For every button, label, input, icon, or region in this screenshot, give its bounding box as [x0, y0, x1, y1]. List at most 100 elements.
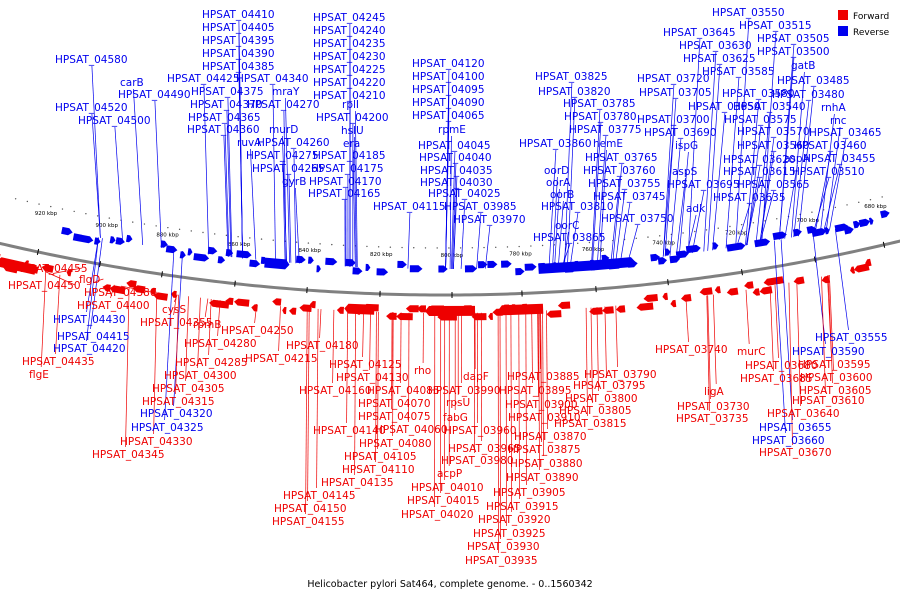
- forward-gene-arrow: [150, 287, 157, 295]
- gene-label: rplI: [342, 99, 359, 111]
- gene-block: [425, 305, 476, 316]
- leader-line: [204, 298, 209, 318]
- gene-label: HPSAT_03660: [752, 435, 825, 447]
- leader-line: [562, 243, 571, 266]
- leader-line: [829, 274, 834, 371]
- reverse-gene-arrow: [730, 242, 746, 252]
- gene-label: HPSAT_04220: [313, 77, 386, 89]
- scale-minor-dot: [658, 235, 661, 237]
- leader-line: [664, 98, 677, 257]
- forward-gene-arrow: [850, 266, 856, 274]
- gene-label: HPSAT_04580: [55, 54, 128, 66]
- scale-minor-dot: [869, 198, 872, 201]
- gene-label: HPSAT_04305: [152, 383, 225, 395]
- forward-gene-arrow: [759, 286, 773, 295]
- scale-minor-dot: [413, 247, 415, 249]
- gene-label: murD: [269, 124, 298, 136]
- forward-gene-arrow: [153, 292, 168, 301]
- reverse-gene-arrow: [296, 255, 306, 264]
- forward-gene-arrow: [546, 310, 562, 318]
- scale-minor-dot: [881, 196, 883, 198]
- gene-label: HPSAT_03610: [792, 395, 865, 407]
- leader-line: [712, 294, 717, 385]
- reverse-gene-arrow: [160, 240, 168, 248]
- leader-line: [546, 310, 548, 430]
- gene-label: HPSAT_04210: [313, 90, 386, 102]
- leader-line: [392, 312, 394, 437]
- gene-label: HPSAT_04490: [118, 89, 191, 101]
- gene-label: HPSAT_03920: [478, 514, 551, 526]
- scale-tick-label: 860 kbp: [228, 242, 251, 248]
- leader-line: [316, 308, 319, 489]
- gene-label: HPSAT_04270: [247, 99, 320, 111]
- scale-tick: [161, 271, 163, 278]
- leader-line: [226, 110, 232, 258]
- gene-label: HPSAT_04020: [401, 509, 474, 521]
- leader-line: [567, 97, 576, 266]
- leader-line: [45, 271, 76, 286]
- gene-label: ligA: [704, 386, 724, 398]
- forward-gene-arrow: [865, 258, 872, 267]
- gene-label: HPSAT_04130: [336, 372, 409, 384]
- gene-label: HPSAT_04375: [191, 86, 264, 98]
- gene-label: HPSAT_03805: [559, 405, 632, 417]
- leader-line: [814, 151, 832, 234]
- reverse-gene-arrow: [126, 234, 133, 243]
- gene-label: HPSAT_03485: [777, 75, 850, 87]
- leader-line: [295, 187, 300, 264]
- forward-gene-arrow: [405, 305, 419, 313]
- gene-label: HPSAT_04500: [78, 115, 151, 127]
- leader-line: [597, 135, 607, 263]
- leader-line: [820, 113, 835, 232]
- legend-reverse-swatch: [838, 26, 848, 36]
- forward-gene-arrow: [289, 307, 297, 315]
- reverse-gene-arrow: [675, 250, 689, 259]
- gene-label: HPSAT_04080: [359, 438, 432, 450]
- gene-label: HPSAT_04040: [419, 152, 492, 164]
- reverse-gene-arrow: [515, 268, 525, 276]
- leader-line: [203, 84, 210, 255]
- leader-line: [452, 163, 457, 270]
- gene-label: HPSAT_03645: [663, 27, 736, 39]
- leader-line: [834, 228, 849, 331]
- reverse-gene-arrow: [754, 238, 771, 248]
- leader-line: [352, 149, 356, 267]
- scale-minor-dot: [518, 245, 520, 248]
- reverse-gene-arrow: [115, 237, 125, 245]
- gene-label: HPSAT_04260: [257, 137, 330, 149]
- gene-label: HPSAT_04065: [412, 110, 485, 122]
- gene-label: HPSAT_03510: [792, 166, 865, 178]
- leader-line: [774, 240, 786, 434]
- scale-minor-dot: [249, 237, 251, 239]
- forward-gene-arrow: [126, 280, 137, 288]
- leader-line: [362, 311, 364, 358]
- scale-minor-dot: [85, 213, 87, 215]
- leader-line: [499, 312, 501, 540]
- gene-label: HPSAT_04180: [286, 340, 359, 352]
- leader-line: [703, 51, 717, 252]
- gene-label: HPSAT_04250: [221, 325, 294, 337]
- gene-label: HPSAT_04095: [412, 84, 485, 96]
- leader-line: [445, 121, 450, 270]
- gene-label: HPSAT_04430: [53, 314, 126, 326]
- gene-label: HPSAT_03980: [441, 455, 514, 467]
- gene-label: HPSAT_04275: [246, 150, 319, 162]
- forward-gene-arrow: [557, 301, 571, 309]
- gene-label: HPSAT_03860: [519, 138, 592, 150]
- gene-label: mraY: [272, 86, 300, 98]
- reverse-gene-arrow: [792, 228, 802, 237]
- scale-minor-dot: [61, 208, 64, 210]
- gene-label: HPSAT_04450: [8, 280, 81, 292]
- gene-label: HPSAT_03915: [486, 501, 559, 513]
- scale-minor-dot: [401, 246, 403, 249]
- leader-line: [676, 177, 686, 256]
- reverse-gene-arrow: [868, 217, 874, 225]
- reverse-gene-arrow: [345, 258, 356, 267]
- gene-label: HPSAT_04315: [142, 396, 215, 408]
- scale-minor-dot: [26, 200, 29, 203]
- scale-tick: [813, 256, 817, 263]
- gene-label: HPSAT_03595: [798, 359, 871, 371]
- scale-minor-dot: [483, 246, 485, 249]
- gene-label: HPSAT_03650: [688, 101, 761, 113]
- gene-block: [498, 303, 544, 316]
